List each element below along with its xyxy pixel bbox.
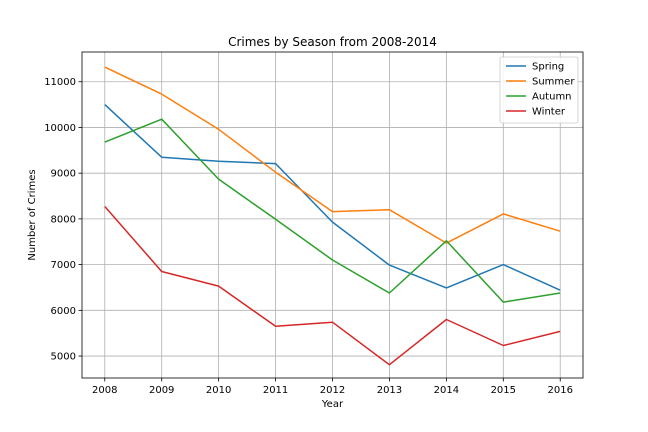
- y-tick-label: 6000: [51, 306, 76, 317]
- legend-label-spring: Spring: [532, 62, 564, 73]
- legend-label-summer: Summer: [532, 77, 575, 88]
- series-line-autumn: [104, 118, 561, 303]
- series-line-summer: [104, 66, 561, 244]
- y-axis-ticks: 5000 6000 7000 8000 9000 10000 11000: [44, 77, 82, 363]
- x-tick-label: 2016: [548, 385, 573, 396]
- x-tick-label: 2014: [434, 385, 459, 396]
- series-line-spring: [104, 104, 561, 291]
- x-tick-label: 2011: [263, 385, 288, 396]
- series-line-winter: [104, 206, 561, 366]
- y-tick-label: 10000: [44, 123, 76, 134]
- y-tick-label: 11000: [44, 77, 76, 88]
- legend-box: [499, 56, 579, 124]
- x-tick-label: 2012: [320, 385, 345, 396]
- series-lines: [104, 66, 561, 366]
- grid: [82, 52, 583, 378]
- chart-title: Crimes by Season from 2008-2014: [228, 35, 437, 49]
- x-axis-ticks: 2008 2009 2010 2011 2012 2013 2014 2015 2016: [92, 378, 573, 396]
- y-tick-label: 9000: [51, 169, 76, 180]
- legend-label-autumn: Autumn: [532, 92, 572, 103]
- x-tick-label: 2015: [491, 385, 516, 396]
- x-axis-label: Year: [321, 399, 344, 410]
- x-tick-label: 2009: [149, 385, 174, 396]
- y-axis-label: Number of Crimes: [27, 169, 38, 260]
- legend-label-winter: Winter: [532, 107, 566, 118]
- legend: Spring Summer Autumn Winter: [499, 56, 579, 124]
- x-tick-label: 2008: [92, 385, 117, 396]
- y-tick-label: 5000: [51, 352, 76, 363]
- x-tick-label: 2013: [377, 385, 402, 396]
- y-tick-label: 7000: [51, 260, 76, 271]
- y-tick-label: 8000: [51, 214, 76, 225]
- x-tick-label: 2010: [206, 385, 231, 396]
